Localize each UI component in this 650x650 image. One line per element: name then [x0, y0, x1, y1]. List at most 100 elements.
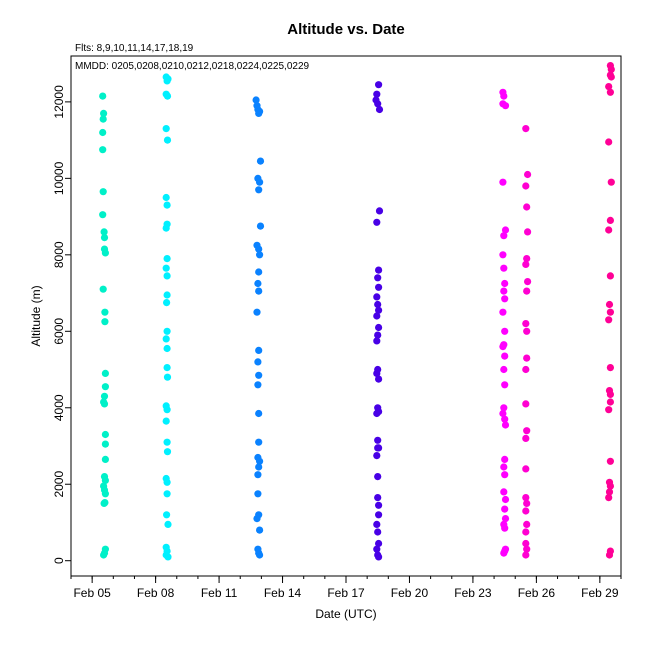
data-point [162, 224, 170, 232]
data-point [99, 188, 107, 196]
data-point [375, 81, 383, 89]
data-point [163, 406, 171, 414]
data-point [501, 226, 510, 234]
data-point [606, 364, 615, 372]
data-point [100, 234, 109, 242]
data-point [500, 92, 508, 100]
x-tick-label: Feb 29 [581, 586, 619, 600]
data-point [255, 186, 263, 194]
data-point [522, 507, 530, 515]
data-point [375, 323, 383, 332]
data-point [606, 216, 615, 224]
data-point [253, 308, 261, 316]
x-tick-label: Feb 05 [73, 586, 111, 600]
data-point [499, 343, 507, 351]
chart-annotation: MMDD: 0205,0208,0210,0212,0218,0224,0225… [75, 61, 310, 72]
data-point [375, 375, 383, 383]
data-point [99, 146, 107, 154]
x-tick-label: Feb 08 [137, 586, 175, 600]
data-point [374, 300, 382, 309]
data-point [501, 495, 510, 504]
y-tick-label: 2000 [52, 471, 66, 498]
data-point [374, 100, 382, 108]
data-point [163, 478, 171, 486]
y-axis: 0 2000 4000 6000 8000 10000 12000 [52, 85, 71, 564]
y-tick-label: 12000 [52, 85, 66, 119]
data-point [606, 272, 615, 280]
data-point [605, 494, 613, 502]
data-point [101, 383, 109, 391]
data-point [163, 327, 171, 335]
data-point [606, 308, 615, 316]
data-point [373, 90, 381, 98]
data-point [99, 128, 107, 137]
data-point [254, 279, 262, 288]
data-point [163, 272, 171, 280]
points-layer [99, 62, 615, 561]
data-point [255, 409, 263, 418]
data-point [522, 528, 530, 536]
data-point [375, 207, 384, 215]
data-point [256, 178, 264, 186]
data-point [255, 371, 263, 379]
y-tick-label: 10000 [52, 161, 66, 195]
data-point [501, 102, 510, 110]
chart-title: Altitude vs. Date [287, 21, 405, 38]
data-point [605, 300, 614, 309]
data-point [101, 430, 109, 439]
data-point [523, 327, 531, 335]
data-point [373, 293, 381, 301]
data-point [523, 287, 531, 295]
data-point [163, 438, 171, 446]
x-tick-label: Feb 11 [201, 586, 238, 600]
data-point [605, 138, 613, 146]
data-point [253, 515, 261, 523]
data-point [163, 364, 171, 372]
data-point [163, 448, 172, 456]
data-point [162, 125, 170, 133]
data-point [501, 415, 509, 423]
data-point [163, 291, 171, 299]
data-point [607, 73, 615, 81]
data-point [255, 268, 263, 276]
data-point [163, 77, 171, 85]
x-axis: Feb 05 Feb 08 Feb 11 Feb 14 Feb 17 Feb 20 Feb … [70, 576, 622, 600]
data-point [501, 471, 509, 479]
data-point [101, 440, 109, 448]
chart-subtitle: Flts: 8,9,10,11,14,17,18,19 [75, 43, 194, 54]
data-point [501, 381, 509, 389]
data-point [163, 373, 172, 381]
data-point [607, 65, 615, 73]
data-point [101, 499, 109, 507]
data-point [501, 455, 509, 463]
x-tick-label: Feb 26 [518, 586, 556, 600]
data-point [606, 482, 615, 490]
data-point [163, 136, 172, 144]
data-point [255, 287, 263, 295]
data-point [374, 473, 382, 481]
data-point [523, 203, 531, 211]
data-point [375, 306, 383, 314]
data-point [375, 501, 383, 509]
data-point [522, 320, 530, 328]
data-point [255, 438, 263, 446]
data-point [523, 520, 531, 529]
data-point [522, 494, 530, 502]
data-point [255, 109, 263, 117]
data-point [375, 266, 383, 274]
data-point [501, 505, 509, 513]
data-point [499, 178, 507, 186]
data-point [606, 390, 615, 398]
data-point [500, 404, 508, 412]
data-point [254, 490, 262, 498]
data-point [163, 255, 171, 263]
data-point [373, 218, 381, 226]
data-point [375, 408, 383, 416]
data-point [605, 316, 613, 324]
data-point [256, 157, 265, 165]
data-point [101, 318, 109, 326]
data-point [375, 511, 383, 519]
data-point [373, 452, 381, 460]
data-point [522, 400, 530, 408]
